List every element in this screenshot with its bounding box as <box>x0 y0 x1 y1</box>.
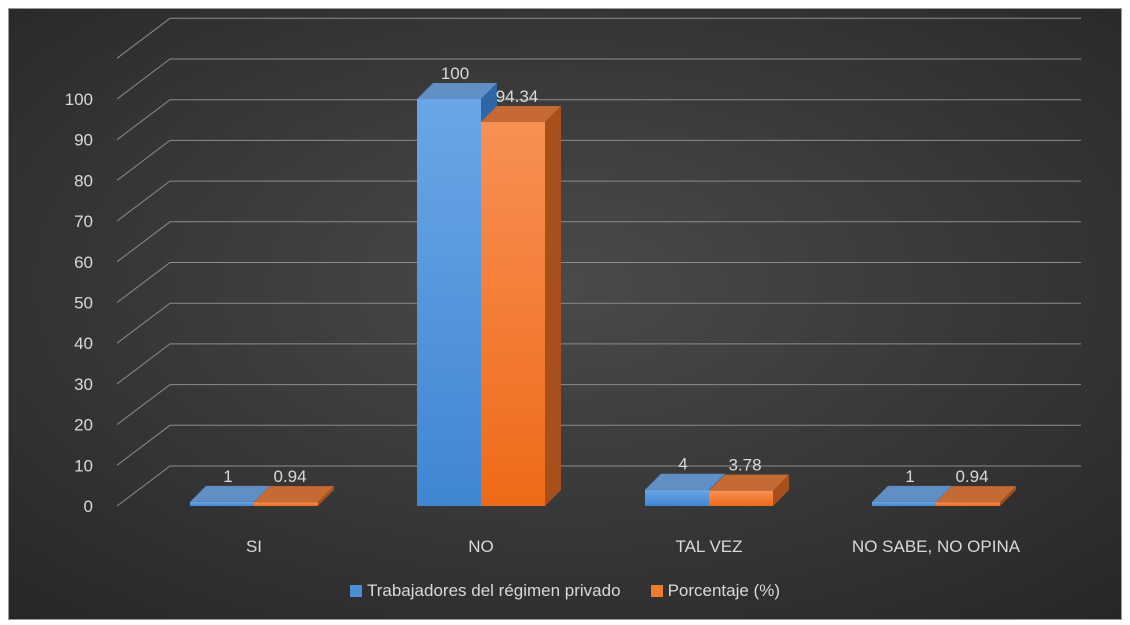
bar <box>709 474 789 506</box>
bar-front <box>417 99 481 506</box>
category-label: NO <box>468 537 494 556</box>
category-labels: SI NO TAL VEZ NO SABE, NO OPINA <box>246 537 1021 556</box>
data-label: 1 <box>223 467 232 486</box>
legend-item-porcentaje: Porcentaje (%) <box>650 581 780 601</box>
bar-top <box>936 486 1016 503</box>
category-label: TAL VEZ <box>675 537 742 556</box>
gridline <box>116 343 1081 385</box>
data-label: 94.34 <box>496 87 539 106</box>
data-label: 1 <box>905 467 914 486</box>
y-tick-label: 10 <box>74 456 93 475</box>
legend-swatch-porcentaje <box>650 585 663 597</box>
bar-side <box>1000 486 1016 506</box>
bars <box>190 83 1016 507</box>
bar-top <box>254 486 334 503</box>
category-label: SI <box>246 537 262 556</box>
data-label: 0.94 <box>955 467 988 486</box>
y-tick-label: 20 <box>74 416 93 435</box>
legend-item-trabajadores: Trabajadores del régimen privado <box>349 581 621 601</box>
bar-top <box>872 485 952 502</box>
bar-top <box>709 474 789 491</box>
bar-front <box>936 502 1000 506</box>
data-label: 0.94 <box>273 467 306 486</box>
bar-side <box>773 474 789 506</box>
legend-swatch-trabajadores <box>349 585 362 597</box>
y-tick-label: 0 <box>84 497 93 516</box>
gridline <box>116 17 1081 59</box>
bar <box>936 486 1016 506</box>
chart-background <box>9 9 1121 619</box>
chart-plot: 0 10 20 30 40 50 60 70 80 90 100 1 0.94 100 94.34 4 3.7… <box>9 9 1121 619</box>
bar-side <box>318 486 334 506</box>
gridline <box>116 221 1081 263</box>
legend-label-porcentaje: Porcentaje (%) <box>667 581 780 600</box>
gridline <box>116 139 1081 181</box>
data-label: 4 <box>678 455 687 474</box>
y-tick-label: 50 <box>74 294 93 313</box>
gridline <box>116 262 1081 303</box>
y-tick-label: 90 <box>74 131 93 150</box>
gridline <box>116 384 1081 425</box>
gridline <box>116 465 1081 507</box>
data-labels: 1 0.94 100 94.34 4 3.78 1 0.94 <box>223 64 988 486</box>
bar-top <box>190 485 270 502</box>
bar-front <box>872 501 936 506</box>
y-tick-label: 70 <box>74 212 93 231</box>
gridline <box>116 58 1081 100</box>
data-label: 3.78 <box>728 456 761 475</box>
data-label: 100 <box>441 64 469 83</box>
bar-top <box>481 106 561 123</box>
bar-front <box>481 122 545 507</box>
bar <box>481 106 561 507</box>
y-tick-label: 60 <box>74 253 93 272</box>
bar-top <box>645 473 725 490</box>
bar-front <box>709 490 773 506</box>
bar-front <box>645 489 709 506</box>
gridline <box>116 302 1081 344</box>
legend-label-trabajadores: Trabajadores del régimen privado <box>366 581 621 600</box>
y-tick-label: 80 <box>74 171 93 190</box>
bar-front <box>254 502 318 506</box>
chart-frame: 0 10 20 30 40 50 60 70 80 90 100 1 0.94 100 94.34 4 3.7… <box>8 8 1122 620</box>
bar <box>254 486 334 506</box>
bar-front <box>190 501 254 506</box>
y-axis-ticks: 0 10 20 30 40 50 60 70 80 90 100 <box>65 90 93 516</box>
legend: Trabajadores del régimen privado Porcent… <box>9 581 1121 601</box>
y-tick-label: 40 <box>74 334 93 353</box>
gridline <box>116 180 1081 222</box>
y-tick-label: 100 <box>65 90 93 109</box>
gridline <box>116 99 1081 141</box>
gridlines <box>116 17 1081 507</box>
y-tick-label: 30 <box>74 375 93 394</box>
category-label: NO SABE, NO OPINA <box>852 537 1021 556</box>
bar-side <box>545 106 561 507</box>
gridline <box>116 424 1081 466</box>
bar-top <box>417 83 497 99</box>
